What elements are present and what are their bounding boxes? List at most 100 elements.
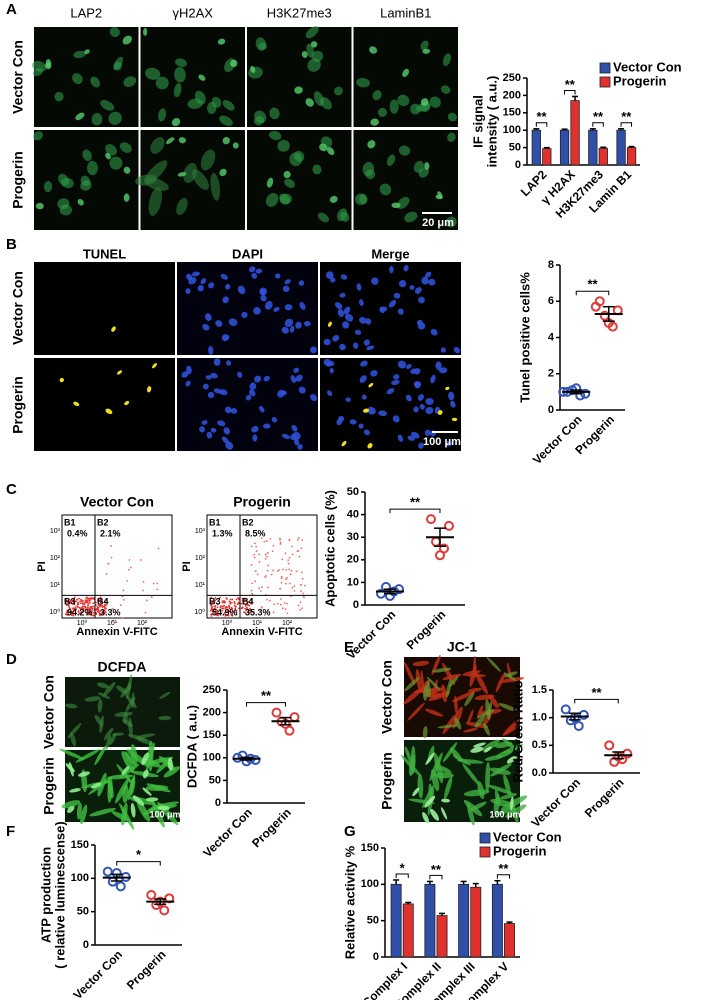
flow-x-tick: 10¹ <box>107 620 118 627</box>
cell <box>255 268 263 274</box>
cell <box>442 742 458 763</box>
event <box>288 582 291 585</box>
cell <box>398 145 411 156</box>
quadrant-percent: 35.3% <box>245 608 271 618</box>
cell <box>412 660 430 667</box>
event <box>88 597 90 600</box>
bar <box>504 923 515 958</box>
significance: ** <box>593 109 604 124</box>
data-point <box>560 704 571 715</box>
cell <box>359 375 367 383</box>
event <box>67 605 70 607</box>
event <box>299 601 302 604</box>
cell <box>284 178 295 188</box>
significance-bracket <box>564 89 576 95</box>
event <box>255 550 258 552</box>
cell <box>365 318 372 325</box>
event <box>121 595 124 598</box>
cell <box>418 296 425 304</box>
cell <box>392 415 400 423</box>
cell <box>391 202 401 209</box>
bar <box>491 883 503 958</box>
event <box>249 602 252 605</box>
cell <box>446 678 452 698</box>
flow-y-tick: 10⁰ <box>194 608 205 616</box>
cell <box>259 405 265 413</box>
event <box>231 614 234 617</box>
y-axis-label: ATP production <box>38 847 53 943</box>
cell <box>186 273 193 281</box>
data-point <box>146 890 157 900</box>
cell <box>424 271 432 278</box>
event <box>253 553 256 556</box>
cell <box>264 301 273 310</box>
event <box>237 602 240 605</box>
cell <box>323 338 331 346</box>
event <box>73 602 75 604</box>
y-tick-label: 4 <box>548 331 555 343</box>
y-axis-label: DCFDA ( a.u.) <box>184 705 199 788</box>
cell <box>111 326 116 332</box>
cell <box>84 696 101 702</box>
cell <box>78 771 90 777</box>
event <box>264 576 267 578</box>
cell <box>405 363 412 369</box>
bar <box>542 148 552 166</box>
cell <box>58 173 70 186</box>
cell <box>365 169 376 180</box>
cell <box>224 406 232 414</box>
event <box>249 607 251 610</box>
cell <box>369 46 378 54</box>
cell <box>158 108 167 122</box>
cell <box>416 319 423 325</box>
cell <box>359 193 368 205</box>
cell <box>370 118 379 126</box>
y-tick-label: 40 <box>347 509 359 521</box>
event <box>99 612 101 615</box>
cell <box>143 27 148 36</box>
event <box>90 607 93 610</box>
cell <box>437 724 459 729</box>
event <box>228 607 231 610</box>
flow-x-tick: 10² <box>137 620 148 627</box>
y-tick-label: 250 <box>203 684 221 696</box>
event <box>227 609 229 612</box>
scale-bar-label: 100 μm <box>423 436 461 448</box>
cell <box>366 345 375 351</box>
event <box>280 577 283 580</box>
cell <box>307 58 321 72</box>
cell <box>426 680 431 698</box>
cell <box>428 278 436 286</box>
event <box>260 606 263 609</box>
event <box>73 609 75 611</box>
event <box>293 585 296 588</box>
event <box>254 580 257 583</box>
scale-bar-label: 100 μm <box>489 809 520 819</box>
cell <box>418 167 429 178</box>
cell <box>371 277 379 285</box>
cell <box>433 772 454 779</box>
cell <box>368 382 374 388</box>
cell <box>410 368 417 374</box>
cell <box>131 692 135 709</box>
cell <box>418 442 424 449</box>
event <box>69 613 72 615</box>
cell <box>356 283 362 291</box>
cell <box>67 805 75 814</box>
event <box>99 596 102 599</box>
y-tick-label: 200 <box>503 89 521 101</box>
cell <box>177 172 187 177</box>
event <box>276 570 279 573</box>
event <box>82 610 85 613</box>
cell <box>424 708 444 717</box>
event <box>226 598 228 600</box>
cell <box>325 271 334 279</box>
event <box>235 598 238 601</box>
cell <box>284 318 294 328</box>
cell <box>54 91 64 102</box>
bar <box>390 883 402 958</box>
cell <box>391 379 400 386</box>
y-tick-label: 50 <box>509 142 521 154</box>
micrograph <box>247 130 352 230</box>
cell <box>145 797 159 802</box>
